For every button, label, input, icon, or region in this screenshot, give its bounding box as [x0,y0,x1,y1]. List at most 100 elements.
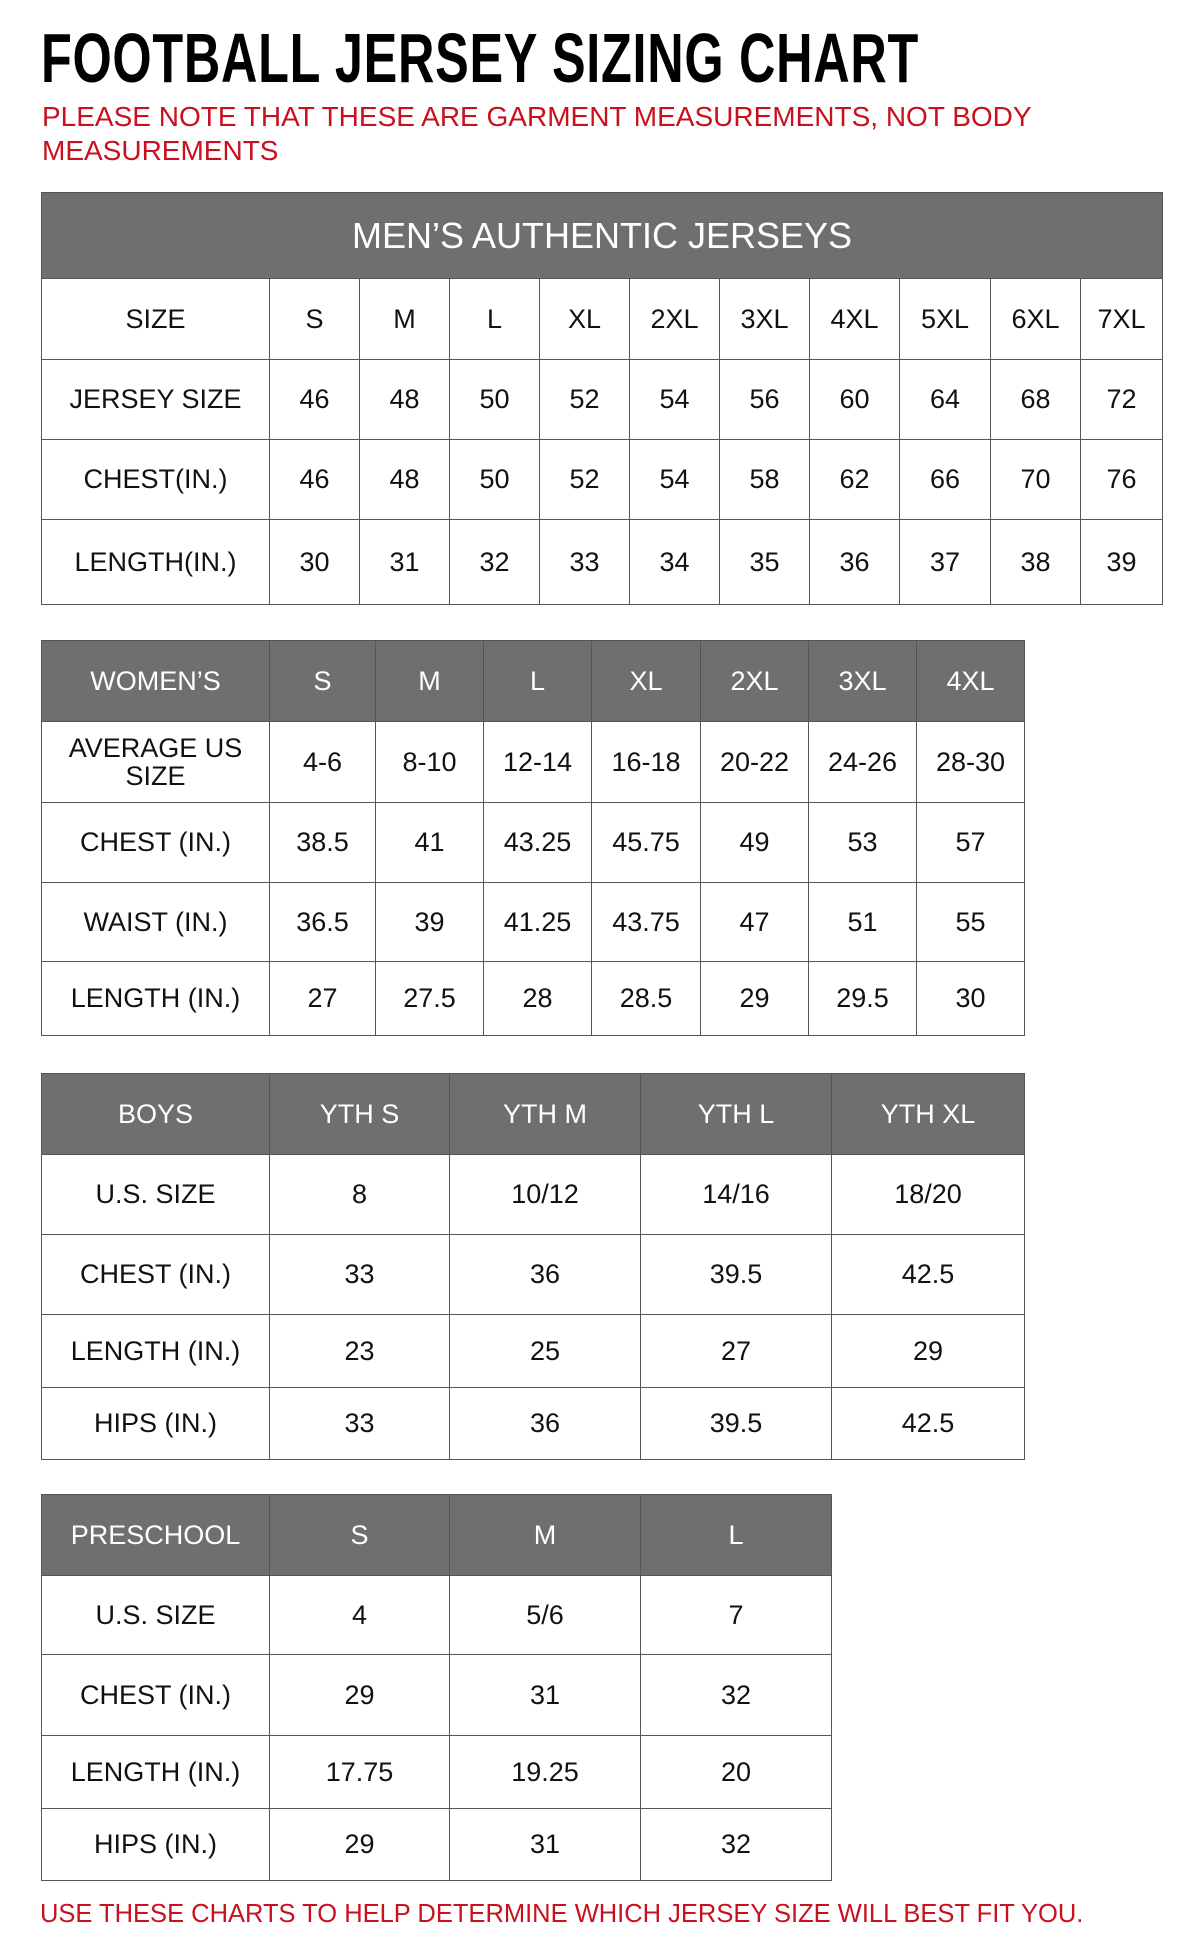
measurement-value: 68 [990,359,1081,440]
size-column-header: YTH S [269,1073,450,1155]
table-row: LENGTH (IN.) 17.75 19.25 20 [41,1735,832,1809]
measurement-label: CHEST(IN.) [41,439,270,520]
measurement-value: 29.5 [808,961,917,1036]
measurement-value: 57 [916,802,1025,883]
measurement-value: 43.75 [591,882,701,962]
size-column-header: M [359,278,450,360]
measurement-value: 33 [539,519,630,605]
size-column-header: S [269,278,360,360]
measurement-value: 39.5 [640,1387,832,1460]
size-column-header: L [640,1494,832,1576]
measurement-label: U.S. SIZE [41,1154,270,1235]
measurement-value: 28-30 [916,721,1025,803]
measurement-value: 7 [640,1575,832,1655]
row-header-label: WOMEN’S [41,640,270,722]
measurement-value: 51 [808,882,917,962]
table-row: WAIST (IN.) 36.5 39 41.25 43.75 47 51 55 [41,882,1025,962]
measurement-value: 39 [1079,519,1164,605]
header-row: SIZE S M L XL 2XL 3XL 4XL 5XL 6XL 7XL [41,278,1164,360]
measurement-value: 56 [719,359,810,440]
measurement-value: 30 [269,519,360,605]
measurement-value: 5/6 [449,1575,641,1655]
measurement-value: 39.5 [640,1234,832,1315]
measurement-value: 29 [269,1808,450,1881]
measurement-value: 66 [899,439,991,520]
measurement-label: WAIST (IN.) [41,882,270,962]
size-column-header: YTH M [449,1073,641,1155]
size-column-header: 5XL [899,278,991,360]
row-header-label: BOYS [41,1073,270,1155]
table-banner-title: MEN’S AUTHENTIC JERSEYS [40,192,1164,279]
measurement-value: 29 [269,1654,450,1736]
measurement-value: 70 [990,439,1081,520]
measurement-label: LENGTH (IN.) [41,1735,270,1809]
measurement-label: HIPS (IN.) [41,1387,270,1460]
size-column-header: YTH XL [831,1073,1025,1155]
measurement-value: 27 [269,961,376,1036]
footer-note: USE THESE CHARTS TO HELP DETERMINE WHICH… [40,1900,1084,1928]
measurement-value: 38.5 [269,802,376,883]
measurement-label: LENGTH(IN.) [41,519,270,605]
table-row: HIPS (IN.) 33 36 39.5 42.5 [41,1387,1025,1460]
measurement-value: 23 [269,1314,450,1388]
header-row: PRESCHOOL S M L [41,1494,832,1576]
measurement-value: 18/20 [831,1154,1025,1235]
measurement-value: 64 [899,359,991,440]
womens-table: WOMEN’S S M L XL 2XL 3XL 4XL AVERAGE US SIZE 4-6 8… [41,640,1025,1036]
measurement-value: 72 [1079,359,1164,440]
size-column-header: 3XL [719,278,810,360]
measurement-value: 47 [700,882,809,962]
size-column-header: 3XL [808,640,917,722]
page-title: FOOTBALL JERSEY SIZING CHART [41,19,919,97]
measurement-label: CHEST (IN.) [41,802,270,883]
boys-table: BOYS YTH S YTH M YTH L YTH XL U.S. SIZE 8 10/12… [41,1073,1025,1460]
header-row: WOMEN’S S M L XL 2XL 3XL 4XL [41,640,1025,722]
table-row: LENGTH (IN.) 27 27.5 28 28.5 29 29.5 30 [41,961,1025,1036]
table-row: U.S. SIZE 8 10/12 14/16 18/20 [41,1154,1025,1235]
measurement-value: 38 [990,519,1081,605]
measurement-value: 30 [916,961,1025,1036]
table-row: CHEST (IN.) 29 31 32 [41,1654,832,1736]
size-column-header: XL [591,640,701,722]
size-column-header: S [269,1494,450,1576]
measurement-value: 24-26 [808,721,917,803]
measurement-value: 42.5 [831,1387,1025,1460]
measurement-value: 12-14 [483,721,592,803]
measurement-value: 16-18 [591,721,701,803]
table-row: HIPS (IN.) 29 31 32 [41,1808,832,1881]
garment-measurement-note: PLEASE NOTE THAT THESE ARE GARMENT MEASU… [42,101,1032,166]
row-header-label: PRESCHOOL [41,1494,270,1576]
table-row: CHEST (IN.) 38.5 41 43.25 45.75 49 53 57 [41,802,1025,883]
measurement-value: 39 [375,882,484,962]
measurement-value: 36 [449,1234,641,1315]
measurement-value: 17.75 [269,1735,450,1809]
size-column-header: L [483,640,592,722]
measurement-value: 52 [539,439,630,520]
size-column-header: M [449,1494,641,1576]
measurement-value: 43.25 [483,802,592,883]
table-row: CHEST(IN.) 46 48 50 52 54 58 62 66 70 76 [41,439,1164,520]
measurement-value: 27 [640,1314,832,1388]
measurement-value: 52 [539,359,630,440]
measurement-value: 29 [700,961,809,1036]
measurement-value: 29 [831,1314,1025,1388]
measurement-label: LENGTH (IN.) [41,961,270,1036]
measurement-value: 4-6 [269,721,376,803]
measurement-value: 58 [719,439,810,520]
measurement-value: 31 [359,519,450,605]
measurement-value: 28 [483,961,592,1036]
measurement-value: 55 [916,882,1025,962]
measurement-value: 28.5 [591,961,701,1036]
measurement-value: 20-22 [700,721,809,803]
measurement-value: 4 [269,1575,450,1655]
measurement-value: 50 [449,359,540,440]
measurement-label: JERSEY SIZE [41,359,270,440]
measurement-value: 42.5 [831,1234,1025,1315]
table-row: LENGTH(IN.) 30 31 32 33 34 35 36 37 38 39 [41,519,1164,605]
size-column-header: 7XL [1079,278,1164,360]
measurement-value: 54 [629,439,720,520]
measurement-label: CHEST (IN.) [41,1654,270,1736]
row-header-label: SIZE [41,278,270,360]
measurement-value: 45.75 [591,802,701,883]
measurement-value: 48 [359,439,450,520]
